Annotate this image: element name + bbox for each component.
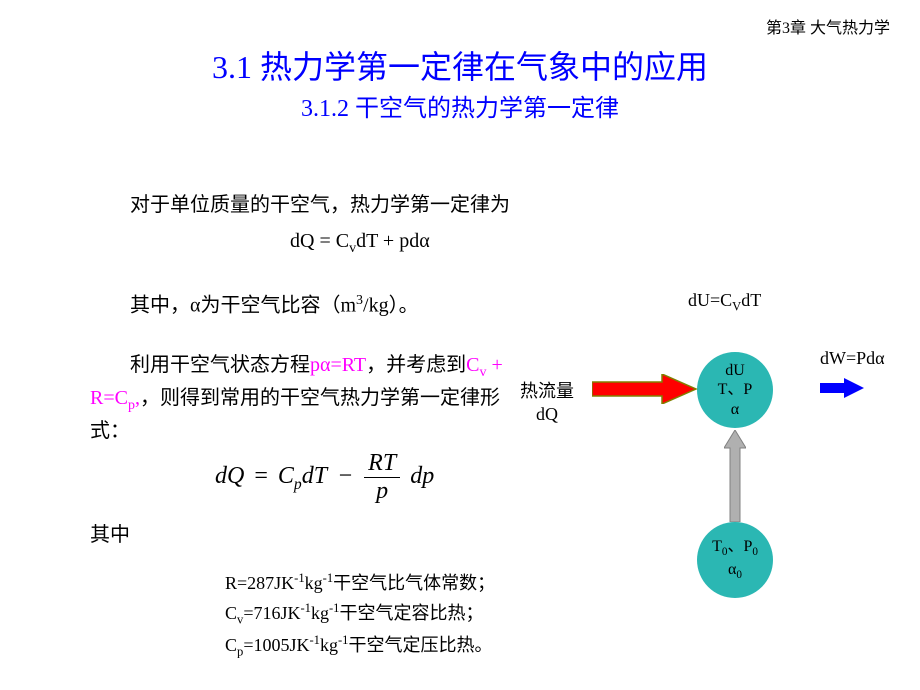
transition-arrow-icon [724,430,746,522]
c1c: 干空气比气体常数； [333,573,495,593]
circle1-l3: α [731,400,739,419]
dW-equation-label: dW=Pdα [820,348,885,369]
para3-c: ，则得到常用的干空气热力学第一定律形式： [90,387,500,442]
paragraph-1: 对于单位质量的干空气，热力学第一定律为 [130,190,510,220]
dU-equation-label: dU=CVdT [688,290,761,315]
f-C: C [278,463,294,489]
eq1-part-b: dT + pdα [356,230,430,252]
paragraph-3: 利用干空气状态方程pα=RT，并考虑到Cv + R=Cp,，则得到常用的干空气热… [90,350,520,446]
c2l1b: 、P [727,538,752,555]
c1s1: -1 [294,571,305,585]
para2-sup: 3 [356,293,363,308]
c1s2: -1 [323,571,334,585]
f-dT: dT [302,463,327,489]
main-formula: dQ = CpdT − RT p dp [215,450,434,505]
c2s2: -1 [329,601,340,615]
c2b: =716JK [243,603,300,623]
dU-a: dU=C [688,290,732,310]
dU-sub: V [732,300,741,314]
state-circle-1: dU T、P α [697,352,773,428]
f-den: p [364,478,400,505]
c1a: R=287JK [225,573,294,593]
eq1-part-a: dQ = C [290,230,349,252]
c3s1: -1 [309,633,320,647]
f-dQ: dQ [215,463,244,489]
f-p-sub: p [294,476,302,493]
f-minus: − [333,463,359,489]
c2d: 干空气定容比热； [339,603,483,623]
c2l1a: T [712,538,722,555]
c3b: =1005JK [243,635,309,655]
heatflow-b: dQ [520,403,574,426]
const-R: R=287JK-1kg-1干空气比气体常数； [225,568,495,598]
heat-flow-label: 热流量 dQ [520,380,574,427]
constants-block: R=287JK-1kg-1干空气比气体常数； Cv=716JK-1kg-1干空气… [225,568,495,661]
equation-1: dQ = CvdT + pdα [290,230,430,257]
f-eq: = [250,463,272,489]
c3s2: -1 [338,633,349,647]
section-title: 3.1 热力学第一定律在气象中的应用 [0,42,920,88]
para2-b: /kg）。 [363,295,419,317]
heat-arrow-icon [592,374,698,404]
state-circle-2: T0、P0 α0 [697,522,773,598]
para3-b: ，并考虑到 [366,354,466,376]
para3-m2-sub2: p [128,398,135,413]
paragraph-2: 其中，α为干空气比容（m3/kg）。 [130,290,419,321]
paragraph-4: 其中 [90,520,130,550]
heatflow-a: 热流量 [520,380,574,403]
circle1-l2: T、P [718,380,753,399]
const-Cp: Cp=1005JK-1kg-1干空气定压比热。 [225,630,495,662]
f-num: RT [364,450,400,478]
eq1-sub: v [349,241,356,256]
c1b: kg [305,573,323,593]
c2s1: -1 [300,601,311,615]
c2a: C [225,603,237,623]
c2l2s: 0 [736,569,742,581]
const-Cv: Cv=716JK-1kg-1干空气定容比热； [225,598,495,630]
c2l1s2: 0 [752,547,758,559]
c2c: kg [311,603,329,623]
para2-a: 其中，α为干空气比容（m [130,295,356,317]
para3-m2a: C [466,354,479,376]
c3d: 干空气定压比热。 [348,635,492,655]
circle1-l1: dU [725,361,745,380]
para3-a: 利用干空气状态方程 [130,354,310,376]
circle2-l1: T0、P0 [712,537,758,560]
para3-m1: pα=RT [310,354,366,376]
c3c: kg [320,635,338,655]
dU-b: dT [741,290,761,310]
chapter-header: 第3章 大气热力学 [766,14,890,38]
c3a: C [225,635,237,655]
work-arrow-icon [820,378,866,398]
f-dp: dp [406,463,434,489]
circle2-l2: α0 [728,560,742,583]
subsection-title: 3.1.2 干空气的热力学第一定律 [0,88,920,123]
